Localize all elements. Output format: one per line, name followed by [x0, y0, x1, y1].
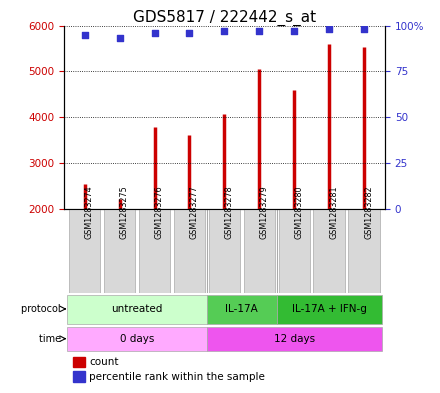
Text: percentile rank within the sample: percentile rank within the sample [89, 372, 265, 382]
Text: untreated: untreated [111, 304, 163, 314]
Point [81, 31, 88, 38]
FancyBboxPatch shape [279, 209, 310, 293]
Point [221, 28, 228, 34]
Point [360, 26, 367, 32]
Point [186, 30, 193, 36]
FancyBboxPatch shape [313, 209, 345, 293]
Text: protocol: protocol [22, 304, 64, 314]
Text: GSM1283277: GSM1283277 [190, 185, 198, 239]
Text: GSM1283282: GSM1283282 [364, 186, 373, 239]
FancyBboxPatch shape [67, 327, 207, 351]
FancyBboxPatch shape [207, 327, 381, 351]
Text: GSM1283280: GSM1283280 [294, 186, 303, 239]
FancyBboxPatch shape [104, 209, 136, 293]
FancyBboxPatch shape [277, 295, 381, 324]
Text: GSM1283275: GSM1283275 [120, 185, 128, 239]
Point [291, 28, 298, 34]
Point [116, 35, 123, 42]
FancyBboxPatch shape [244, 209, 275, 293]
Text: GSM1283279: GSM1283279 [259, 185, 268, 239]
FancyBboxPatch shape [207, 295, 277, 324]
Text: IL-17A + IFN-g: IL-17A + IFN-g [292, 304, 367, 314]
Point [151, 30, 158, 36]
FancyBboxPatch shape [69, 209, 100, 293]
Bar [73, 357, 84, 367]
Point [326, 26, 333, 32]
Text: 12 days: 12 days [274, 334, 315, 344]
FancyBboxPatch shape [209, 209, 240, 293]
FancyBboxPatch shape [139, 209, 170, 293]
Text: IL-17A: IL-17A [225, 304, 258, 314]
Text: GSM1283278: GSM1283278 [224, 186, 233, 239]
Text: GSM1283281: GSM1283281 [329, 186, 338, 239]
FancyBboxPatch shape [174, 209, 205, 293]
FancyBboxPatch shape [348, 209, 380, 293]
Text: time: time [39, 334, 64, 344]
Bar [73, 371, 84, 382]
Text: GSM1283274: GSM1283274 [85, 186, 94, 239]
FancyBboxPatch shape [67, 295, 207, 324]
Text: GSM1283276: GSM1283276 [154, 186, 164, 239]
Text: count: count [89, 357, 119, 367]
Title: GDS5817 / 222442_s_at: GDS5817 / 222442_s_at [133, 9, 316, 26]
Point [256, 28, 263, 34]
Text: 0 days: 0 days [120, 334, 154, 344]
